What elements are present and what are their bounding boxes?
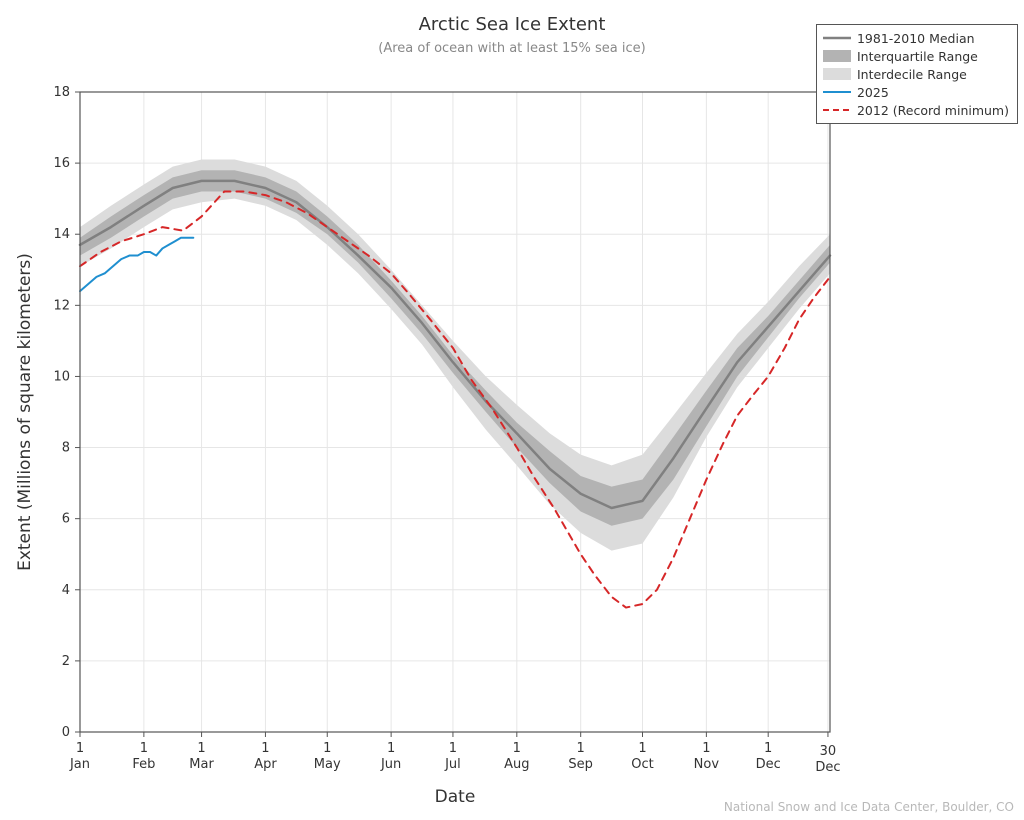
x-tick-label: 1	[140, 741, 148, 756]
x-tick-label: Dec	[815, 760, 840, 775]
y-tick-label: 8	[62, 441, 70, 456]
y-tick-label: 10	[53, 369, 70, 384]
legend-item: 2025	[823, 83, 1009, 101]
chart-canvas: 1Jan1Feb1Mar1Apr1May1Jun1Jul1Aug1Sep1Oct…	[0, 14, 1024, 820]
legend-label: 1981-2010 Median	[857, 31, 975, 46]
x-tick-label: 1	[449, 741, 457, 756]
x-tick-label: Oct	[631, 757, 653, 772]
x-tick-label: Jun	[380, 757, 401, 772]
legend-swatch	[823, 103, 851, 117]
legend-swatch	[823, 67, 851, 81]
interdecile-band	[80, 160, 830, 551]
y-tick-label: 18	[53, 85, 70, 100]
x-tick-label: Sep	[568, 757, 593, 772]
legend-swatch	[823, 85, 851, 99]
legend-item: Interquartile Range	[823, 47, 1009, 65]
legend-item: 1981-2010 Median	[823, 29, 1009, 47]
y-tick-label: 2	[62, 654, 70, 669]
x-tick-label: Feb	[132, 757, 155, 772]
x-tick-label: May	[314, 757, 341, 772]
y-tick-label: 6	[62, 512, 70, 527]
x-tick-label: Apr	[254, 757, 277, 772]
x-tick-label: Jul	[444, 757, 461, 772]
y-tick-label: 12	[53, 298, 70, 313]
legend-label: Interdecile Range	[857, 67, 967, 82]
x-tick-label: Aug	[504, 757, 529, 772]
y-tick-label: 0	[62, 725, 70, 740]
x-axis-label: Date	[435, 787, 476, 807]
x-tick-label: 1	[323, 741, 331, 756]
legend-label: 2025	[857, 85, 889, 100]
y-axis-label: Extent (Millions of square kilometers)	[15, 253, 35, 571]
legend-swatch	[823, 49, 851, 63]
x-tick-label: Nov	[694, 757, 720, 772]
legend: 1981-2010 Median Interquartile Range Inter…	[816, 24, 1018, 124]
legend-item: 2012 (Record minimum)	[823, 101, 1009, 119]
y-tick-label: 14	[53, 227, 70, 242]
x-tick-label: Mar	[189, 757, 214, 772]
credit-line: National Snow and Ice Data Center, Bould…	[724, 800, 1014, 814]
x-tick-label: 1	[764, 741, 772, 756]
x-tick-label: 1	[76, 741, 84, 756]
x-tick-label: Dec	[756, 757, 781, 772]
x-tick-label: 1	[197, 741, 205, 756]
y-tick-label: 4	[62, 583, 70, 598]
legend-swatch	[823, 31, 851, 45]
x-tick-label: 1	[261, 741, 269, 756]
x-tick-label: 1	[702, 741, 710, 756]
legend-item: Interdecile Range	[823, 65, 1009, 83]
legend-label: Interquartile Range	[857, 49, 978, 64]
x-tick-label: 1	[577, 741, 585, 756]
x-tick-label: 1	[638, 741, 646, 756]
x-tick-label: 1	[513, 741, 521, 756]
x-tick-label: 30	[820, 744, 837, 759]
x-tick-label: Jan	[69, 757, 90, 772]
legend-label: 2012 (Record minimum)	[857, 103, 1009, 118]
x-tick-label: 1	[387, 741, 395, 756]
y-tick-label: 16	[53, 156, 70, 171]
